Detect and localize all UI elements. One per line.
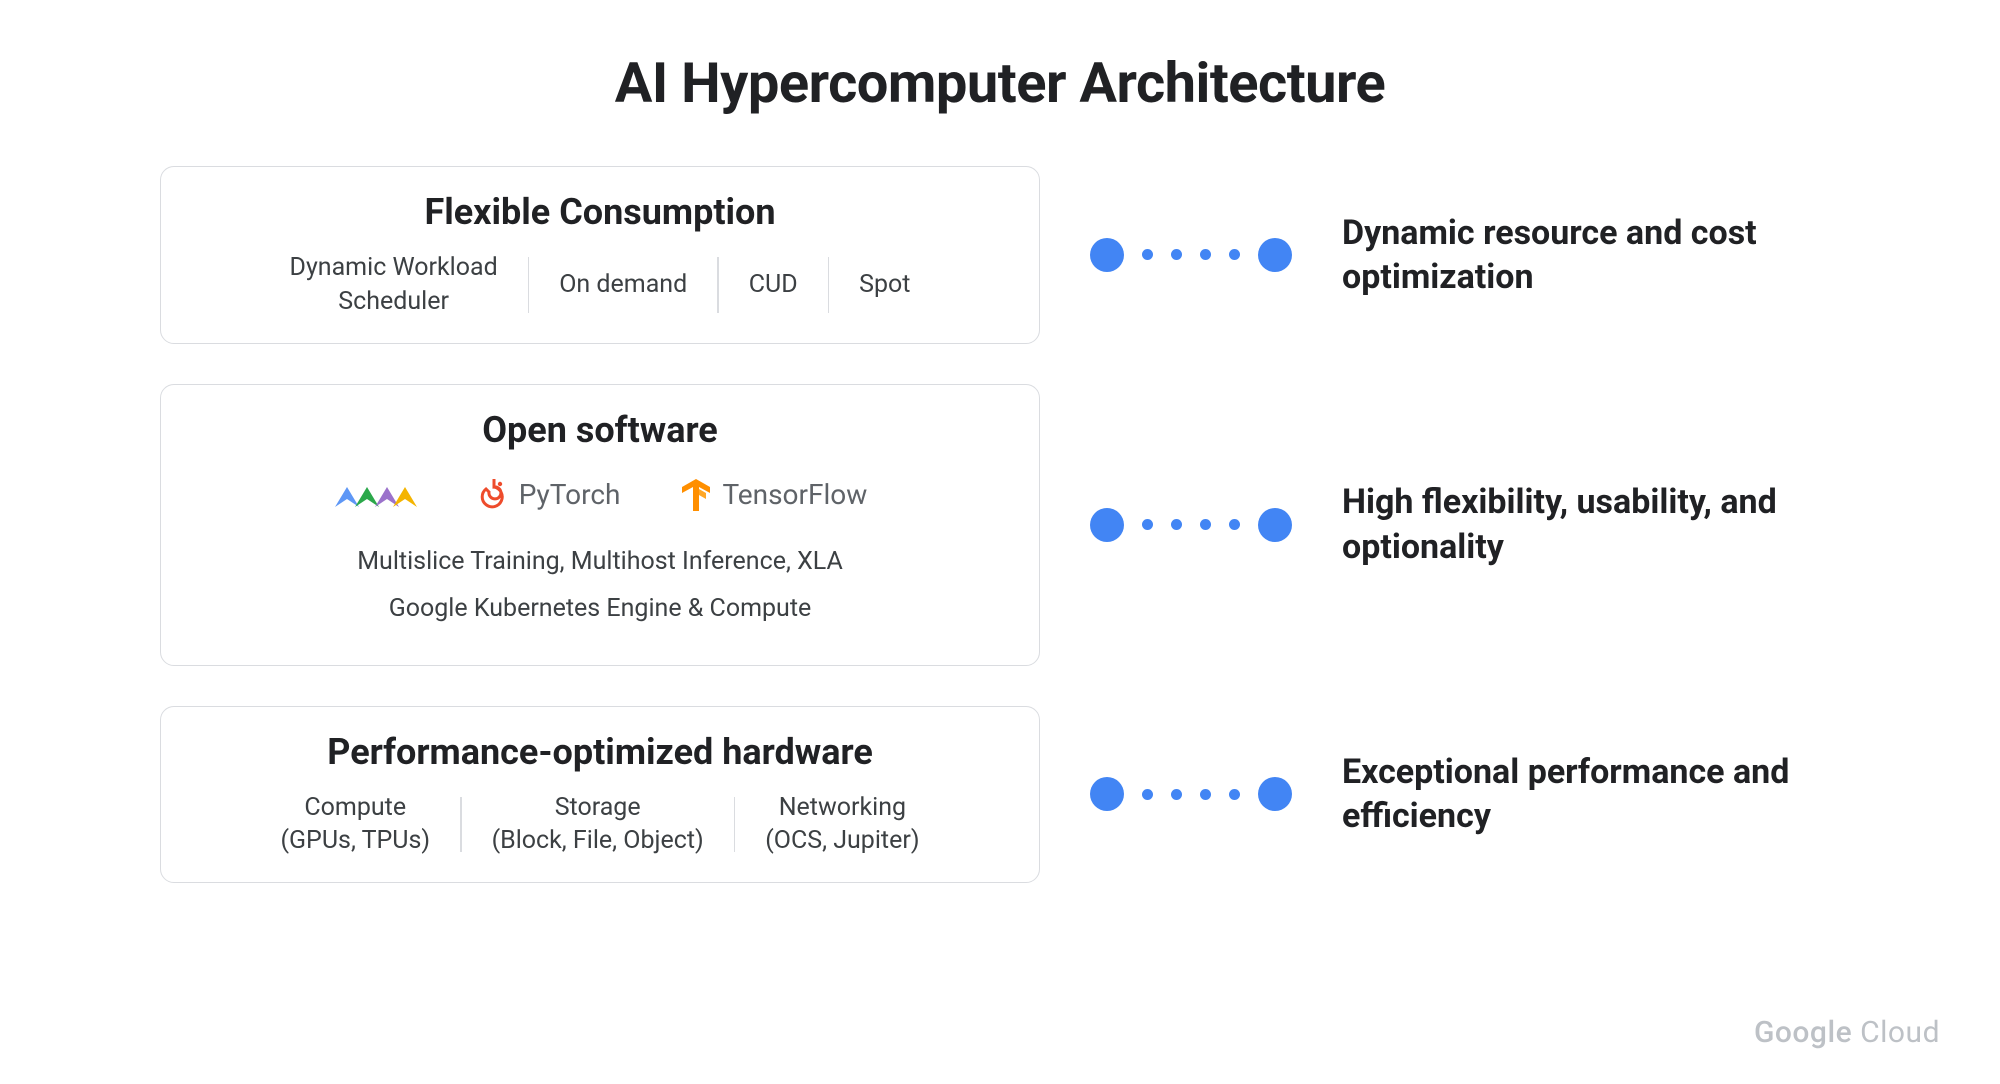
connector-dot-big <box>1090 777 1124 811</box>
card-items: Compute (GPUs, TPUs) Storage (Block, Fil… <box>191 791 1009 859</box>
card-open-software: Open software <box>160 384 1040 666</box>
connector-dot-small <box>1229 519 1240 530</box>
jax-icon <box>333 471 419 519</box>
connector-dot-small <box>1200 519 1211 530</box>
benefit-text: High flexibility, usability, and optiona… <box>1342 480 1840 568</box>
item-storage: Storage (Block, File, Object) <box>462 791 734 859</box>
pytorch-logo: PyTorch <box>479 477 621 513</box>
connector-dot-small <box>1229 789 1240 800</box>
connector-dot-small <box>1142 789 1153 800</box>
card-title: Open software <box>191 409 1009 451</box>
card-performance-hardware: Performance-optimized hardware Compute (… <box>160 706 1040 884</box>
layer-row-flexible-consumption: Flexible Consumption Dynamic Workload Sc… <box>160 166 1840 344</box>
pytorch-label: PyTorch <box>519 478 621 511</box>
connector-dot-small <box>1200 249 1211 260</box>
connector-dot-small <box>1200 789 1211 800</box>
tensorflow-label: TensorFlow <box>722 478 867 511</box>
subline-1: Multislice Training, Multihost Inference… <box>191 547 1009 576</box>
item-compute: Compute (GPUs, TPUs) <box>250 791 460 859</box>
jax-logo <box>333 471 419 519</box>
connector <box>1080 777 1302 811</box>
tensorflow-icon <box>680 477 712 513</box>
connector-dot-small <box>1171 519 1182 530</box>
connector <box>1080 508 1302 542</box>
card-title: Flexible Consumption <box>191 191 1009 233</box>
pytorch-icon <box>479 477 509 513</box>
connector-dot-small <box>1171 789 1182 800</box>
connector-dot-small <box>1142 249 1153 260</box>
subline-2: Google Kubernetes Engine & Compute <box>191 594 1009 623</box>
connector <box>1080 238 1302 272</box>
diagram-container: AI Hypercomputer Architecture Flexible C… <box>0 0 2000 913</box>
connector-dot-big <box>1258 777 1292 811</box>
card-items: Dynamic Workload Scheduler On demand CUD… <box>191 251 1009 319</box>
item-dws: Dynamic Workload Scheduler <box>260 251 528 319</box>
item-networking: Networking (OCS, Jupiter) <box>735 791 949 859</box>
page-title: AI Hypercomputer Architecture <box>160 50 1840 116</box>
layer-row-performance-hardware: Performance-optimized hardware Compute (… <box>160 706 1840 884</box>
footer-product: Cloud <box>1860 1015 1940 1050</box>
benefit-text: Exceptional performance and efficiency <box>1342 750 1840 838</box>
connector-dot-big <box>1258 238 1292 272</box>
item-on-demand: On demand <box>529 268 717 302</box>
item-spot: Spot <box>829 268 940 302</box>
connector-dot-small <box>1229 249 1240 260</box>
logo-row: PyTorch TensorFlow <box>191 471 1009 519</box>
connector-dot-big <box>1258 508 1292 542</box>
item-cud: CUD <box>719 268 828 302</box>
card-flexible-consumption: Flexible Consumption Dynamic Workload Sc… <box>160 166 1040 344</box>
tensorflow-logo: TensorFlow <box>680 477 867 513</box>
connector-dot-small <box>1171 249 1182 260</box>
google-cloud-logo: Google Cloud <box>1754 1015 1940 1050</box>
connector-dot-small <box>1142 519 1153 530</box>
benefit-text: Dynamic resource and cost optimization <box>1342 211 1840 299</box>
layer-row-open-software: Open software <box>160 384 1840 666</box>
footer-brand: Google <box>1754 1015 1852 1050</box>
connector-dot-big <box>1090 238 1124 272</box>
connector-dot-big <box>1090 508 1124 542</box>
card-title: Performance-optimized hardware <box>191 731 1009 773</box>
